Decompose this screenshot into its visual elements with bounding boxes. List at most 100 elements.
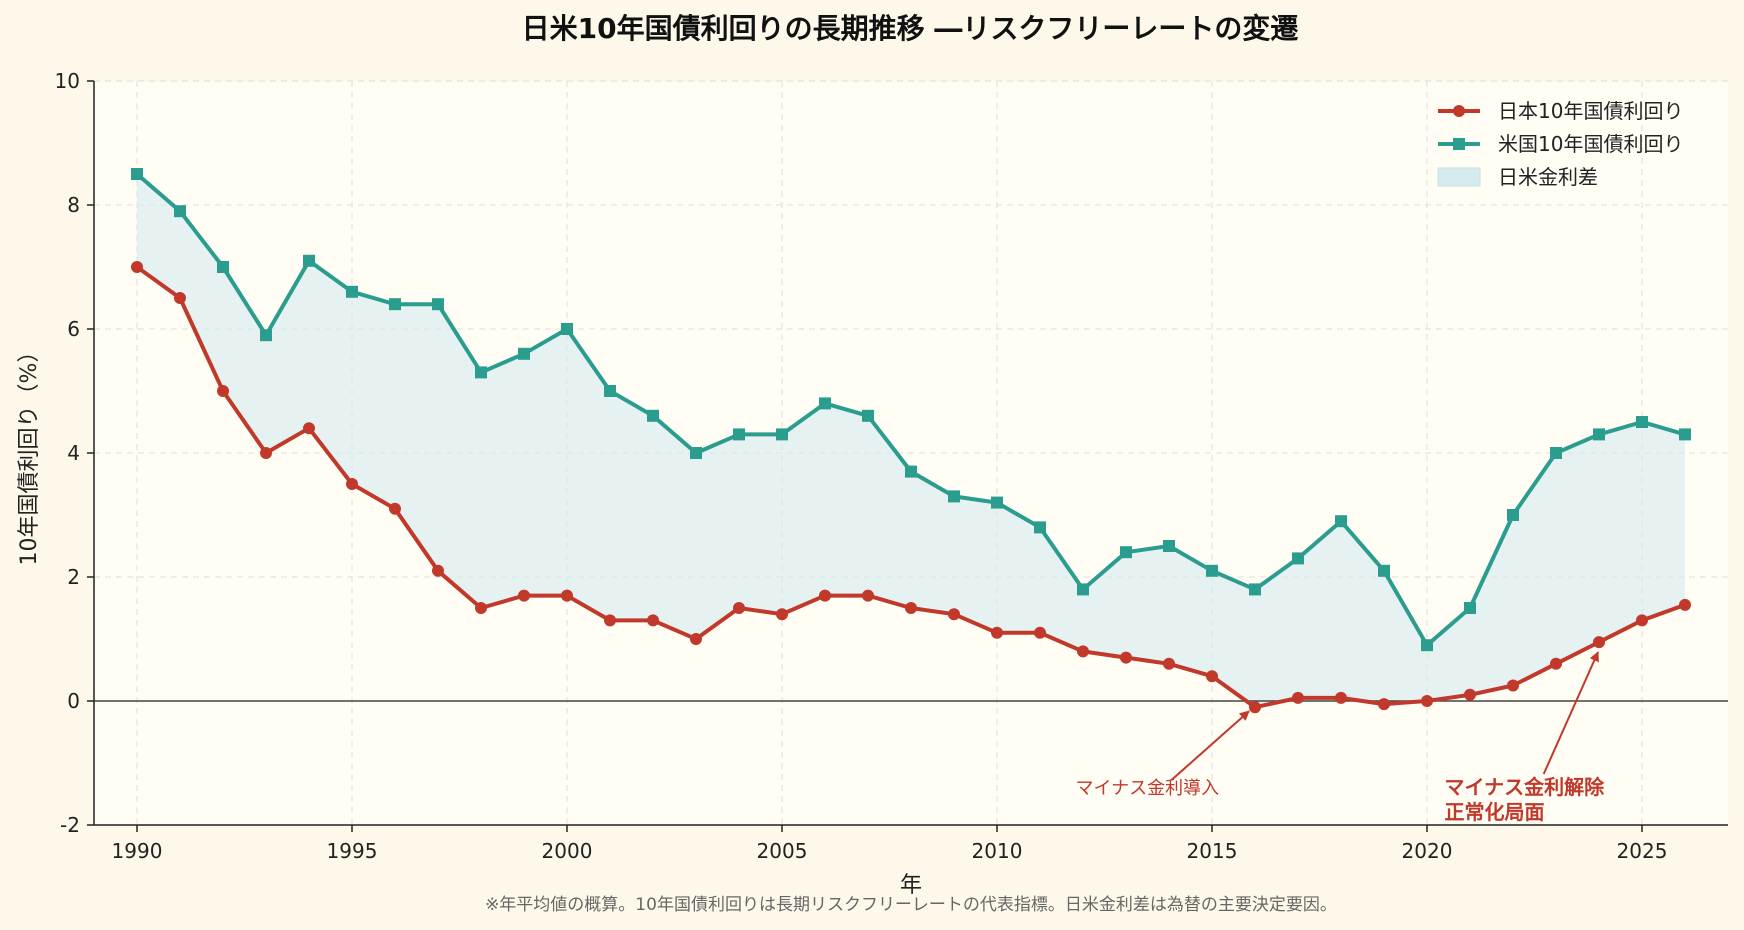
data-point	[303, 254, 315, 267]
legend-item-spread: 日米金利差	[1437, 165, 1598, 189]
data-point	[776, 608, 788, 621]
data-point	[1206, 564, 1218, 577]
data-point	[1550, 657, 1562, 670]
data-point	[174, 205, 186, 218]
data-point	[1335, 515, 1347, 528]
data-point	[1464, 602, 1476, 614]
legend-item-japan: 日本10年国債利回り	[1438, 99, 1683, 123]
data-point	[776, 428, 788, 441]
data-point	[1163, 540, 1175, 552]
legend-label: 米国10年国債利回り	[1498, 132, 1683, 156]
y-tick-label: 8	[67, 193, 80, 217]
data-point	[1679, 598, 1691, 611]
data-point	[475, 602, 487, 614]
data-point	[1593, 428, 1605, 441]
data-point	[733, 602, 745, 614]
annotation-text: 正常化局面	[1445, 800, 1545, 824]
data-point	[991, 496, 1003, 509]
data-point	[1292, 691, 1304, 704]
annotation-text: マイナス金利解除	[1445, 775, 1606, 799]
x-tick-label: 2020	[1402, 839, 1453, 863]
data-point	[690, 447, 702, 459]
data-point	[518, 589, 530, 602]
data-point	[604, 614, 616, 627]
data-point	[303, 422, 315, 435]
y-tick-label: 0	[67, 689, 80, 713]
annotation-arrow	[1170, 710, 1250, 781]
data-point	[948, 608, 960, 621]
data-point	[518, 347, 530, 360]
legend-marker	[1453, 105, 1465, 117]
legend-label: 日米金利差	[1498, 165, 1598, 189]
data-point	[561, 323, 573, 335]
data-point	[690, 633, 702, 645]
data-point	[1249, 701, 1261, 714]
data-point	[1550, 447, 1562, 459]
x-tick-label: 2000	[542, 839, 593, 863]
data-point	[1679, 428, 1691, 441]
data-point	[389, 502, 401, 515]
y-tick-label: 4	[67, 441, 80, 465]
data-point	[1507, 509, 1519, 521]
data-point	[131, 261, 143, 273]
y-tick-label: 10	[55, 69, 80, 93]
data-point	[1249, 583, 1261, 596]
data-point	[604, 385, 616, 397]
data-point	[1077, 583, 1089, 596]
legend-swatch	[1437, 167, 1481, 187]
data-point	[346, 285, 358, 298]
data-point	[991, 626, 1003, 639]
data-point	[1378, 698, 1390, 711]
data-point	[1421, 639, 1433, 652]
data-point	[905, 465, 917, 478]
data-point	[561, 589, 573, 602]
data-point	[389, 298, 401, 311]
y-tick-label: 6	[67, 317, 80, 341]
x-tick-label: 1995	[327, 839, 378, 863]
data-point	[819, 397, 831, 410]
data-point	[1636, 614, 1648, 627]
annotation-arrow	[1542, 651, 1599, 775]
chart-title: 日米10年国債利回りの長期推移 ―リスクフリーレートの変遷	[522, 12, 1299, 45]
axis-ticks: 1990 1995 2000 2005 2010 2015 2020 2025 -2 0 2 4 6 8 1…	[55, 69, 1668, 863]
rate-spread-area	[137, 174, 1685, 708]
x-tick-label: 2010	[972, 839, 1023, 863]
series-us	[131, 168, 1691, 652]
legend-marker	[1453, 138, 1465, 150]
data-point	[260, 329, 272, 342]
data-point	[1163, 657, 1175, 670]
data-point	[260, 447, 272, 459]
data-point	[1464, 688, 1476, 701]
data-point	[1206, 670, 1218, 683]
series-japan	[131, 261, 1691, 714]
data-point	[948, 490, 960, 503]
data-point	[1292, 552, 1304, 565]
data-point	[733, 428, 745, 441]
footnote: ※年平均値の概算。10年国債利回りは長期リスクフリーレートの代表指標。日米金利差…	[485, 895, 1337, 915]
x-tick-label: 2005	[757, 839, 808, 863]
data-point	[1077, 645, 1089, 658]
legend-item-us: 米国10年国債利回り	[1438, 132, 1683, 156]
data-point	[1034, 626, 1046, 639]
data-point	[1636, 416, 1648, 428]
data-point	[1335, 691, 1347, 704]
data-point	[905, 602, 917, 614]
data-point	[346, 478, 358, 490]
legend-label: 日本10年国債利回り	[1498, 99, 1683, 123]
data-point	[819, 589, 831, 602]
y-axis-label: 10年国債利回り（%）	[17, 341, 42, 566]
data-point	[1421, 695, 1433, 707]
data-point	[217, 261, 229, 273]
data-point	[862, 589, 874, 602]
annotation-text: マイナス金利導入	[1076, 778, 1220, 799]
x-tick-label: 2015	[1187, 839, 1238, 863]
data-point	[647, 409, 659, 422]
data-point	[475, 366, 487, 379]
data-point	[862, 409, 874, 422]
data-point	[1120, 546, 1132, 559]
x-tick-label: 1990	[112, 839, 163, 863]
y-tick-label: -2	[60, 813, 80, 837]
